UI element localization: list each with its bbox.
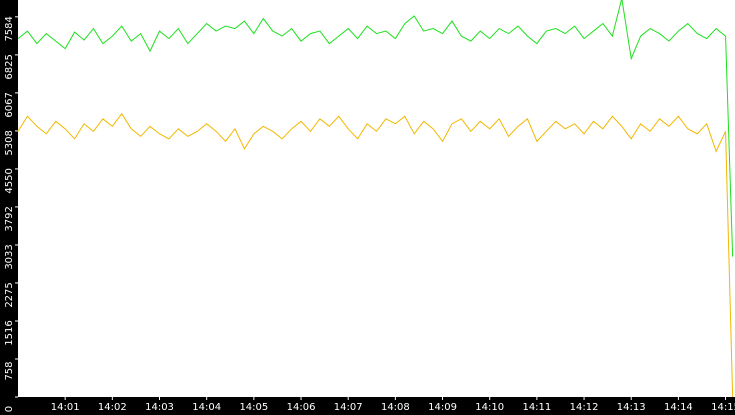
x-tick-label: 14:06	[287, 402, 316, 413]
y-tick-label: 3792	[4, 206, 15, 231]
x-tick-label: 14:09	[428, 402, 457, 413]
x-tick-label: 14:12	[570, 402, 599, 413]
x-tick-label: 14:08	[381, 402, 410, 413]
y-tick-label: 2275	[4, 282, 15, 307]
x-tick-label: 14:11	[522, 402, 551, 413]
x-tick-label: 14:02	[98, 402, 127, 413]
y-tick-label: 5308	[4, 130, 15, 155]
x-tick-label: 14:10	[475, 402, 504, 413]
y-tick-label: 7584	[4, 16, 15, 41]
y-tick-label: 0	[4, 406, 15, 412]
plot-area	[18, 0, 735, 397]
x-tick-label: 14:01	[51, 402, 80, 413]
series-line	[17, 112, 734, 398]
x-tick-label: 14:03	[145, 402, 174, 413]
y-tick-label: 6067	[4, 92, 15, 117]
y-tick-label: 6825	[4, 54, 15, 79]
x-tick-label: 14:13	[617, 402, 646, 413]
x-tick-label: 14:07	[334, 402, 363, 413]
x-tick-label: 14:04	[192, 402, 221, 413]
y-tick-label: 4550	[4, 168, 15, 193]
x-tick-label: 14:05	[239, 402, 268, 413]
y-tick-label: 3033	[4, 244, 15, 269]
y-tick-label: 1516	[4, 320, 15, 345]
y-tick-label: 758	[4, 361, 15, 380]
x-tick-label: 14:15	[711, 402, 735, 413]
series-line	[17, 0, 734, 257]
x-tick-label: 14:14	[664, 402, 693, 413]
